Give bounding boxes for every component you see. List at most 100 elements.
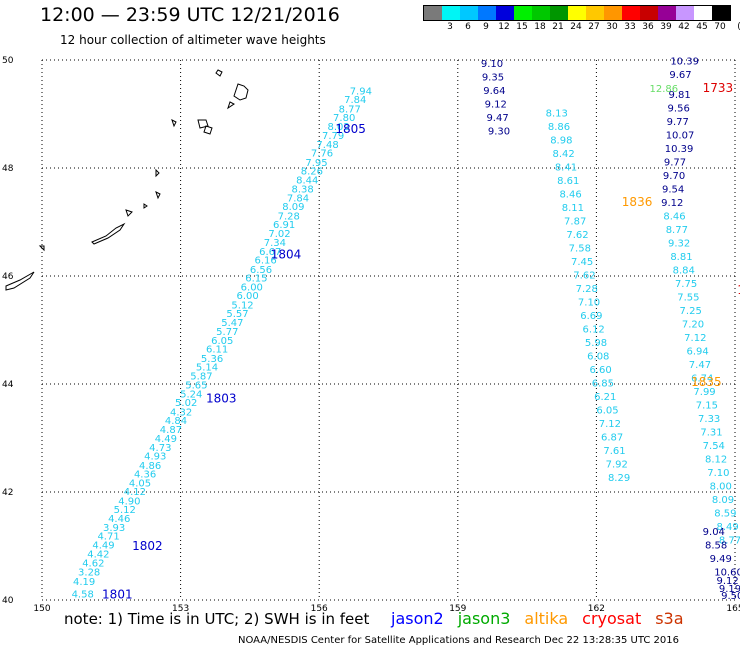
mission-s3a: s3a xyxy=(655,609,684,628)
wave-height-label: 7.75 xyxy=(675,279,697,290)
wave-height-marks: 4.584.193.284.624.424.494.713.934.465.12… xyxy=(72,56,740,602)
wave-height-label: 9.12 xyxy=(485,100,507,111)
legend-tick-label: 42 xyxy=(678,22,690,32)
wave-height-label: 8.58 xyxy=(705,541,727,552)
wave-height-label: 8.77 xyxy=(719,535,740,546)
legend-swatch xyxy=(532,6,550,20)
wave-height-label: 6.00 xyxy=(237,291,259,302)
legend-swatch xyxy=(442,6,460,20)
color-legend xyxy=(423,5,731,21)
wave-height-label: 8.29 xyxy=(608,473,630,484)
legend-swatch xyxy=(712,6,730,20)
lat-tick-label: 44 xyxy=(2,380,14,390)
wave-height-label: 8.61 xyxy=(557,176,579,187)
wave-height-label: 9.50 xyxy=(721,591,740,602)
wave-height-label: 4.05 xyxy=(129,479,151,490)
wave-height-label: 6.56 xyxy=(250,265,272,276)
wave-height-label: 6.05 xyxy=(211,336,233,347)
legend-swatch xyxy=(622,6,640,20)
wave-height-label: 8.77 xyxy=(666,225,688,236)
wave-height-label: 7.58 xyxy=(569,244,591,255)
wave-height-label: 10.07 xyxy=(666,130,695,141)
wave-height-label: 9.70 xyxy=(663,171,685,182)
pass-time-label: 1801 xyxy=(102,587,133,601)
wave-height-label: 6.11 xyxy=(206,345,228,356)
legend-tick-label: 39 xyxy=(660,22,672,32)
pass-time-label: 1802 xyxy=(132,539,163,553)
wave-height-label: 7.10 xyxy=(707,468,729,479)
wave-height-label: 7.61 xyxy=(603,446,625,457)
wave-height-label: 6.67 xyxy=(259,247,281,258)
wave-height-label: 3.28 xyxy=(78,568,100,579)
wave-height-label: 8.81 xyxy=(670,252,692,263)
wave-height-label: 7.62 xyxy=(566,230,588,241)
wave-height-label: 4.73 xyxy=(149,443,171,454)
legend-tick-label: 6 xyxy=(465,22,471,32)
wave-height-label: 7.48 xyxy=(316,140,338,151)
wave-height-label: 8.42 xyxy=(553,149,575,160)
wave-height-label: 5.57 xyxy=(226,309,248,320)
wave-height-label: 7.84 xyxy=(344,95,366,106)
wave-height-label: 4.90 xyxy=(118,496,140,507)
wave-height-label: 7.79 xyxy=(322,131,344,142)
pass-time-label: 1836 xyxy=(622,195,653,209)
pass-time-label: 1835 xyxy=(691,375,722,389)
wave-height-label: 6.94 xyxy=(686,346,708,357)
wave-height-label: 6.21 xyxy=(594,392,616,403)
axis-labels: 150 153 156 159 162 165 40 42 44 46 48 50 xyxy=(2,56,740,614)
wave-height-label: 7.34 xyxy=(264,238,286,249)
wave-height-label: 4.49 xyxy=(92,541,114,552)
wave-height-label: 8.26 xyxy=(301,166,323,177)
mission-altika: altika xyxy=(524,609,569,628)
wave-height-label: 7.31 xyxy=(700,427,722,438)
wave-height-label: 9.30 xyxy=(488,127,510,138)
wave-height-label: 8.49 xyxy=(717,522,739,533)
wave-height-label: 7.25 xyxy=(680,306,702,317)
lon-tick-label: 159 xyxy=(449,604,466,614)
wave-height-label: 4.58 xyxy=(72,589,94,600)
wave-height-label: 7.47 xyxy=(689,360,711,371)
legend-tick-label: 12 xyxy=(498,22,510,32)
wave-height-label: 7.76 xyxy=(311,149,333,160)
wave-height-label: 4.49 xyxy=(155,434,177,445)
wave-height-label: 5.98 xyxy=(585,338,607,349)
wave-height-label: 9.32 xyxy=(668,238,690,249)
wave-height-label: 6.60 xyxy=(589,365,611,376)
wave-height-label: 4.87 xyxy=(160,425,182,436)
wave-height-label: 10.39 xyxy=(665,144,694,155)
lon-tick-label: 150 xyxy=(33,604,50,614)
legend-tick-label: 70 xyxy=(714,22,726,32)
wave-height-label: 4.84 xyxy=(165,416,187,427)
wave-height-label: 9.67 xyxy=(669,70,691,81)
pass-time-label: 1803 xyxy=(206,391,237,405)
wave-height-label: 6.74 xyxy=(691,373,713,384)
mission-legend: jason2 jason3 altika cryosat s3a xyxy=(391,609,698,628)
wave-height-label: 7.28 xyxy=(576,284,598,295)
wave-height-label: 5.14 xyxy=(196,363,218,374)
wave-height-label: 12.86 xyxy=(650,84,679,95)
wave-height-label: 10.39 xyxy=(670,56,699,67)
legend-swatch xyxy=(550,6,568,20)
lat-lon-grid xyxy=(41,59,736,601)
wave-height-label: 8.86 xyxy=(548,122,570,133)
wave-height-label: 9.35 xyxy=(482,73,504,84)
wave-height-label: 5.36 xyxy=(201,354,223,365)
wave-height-label: 9.04 xyxy=(703,527,725,538)
wave-height-label: 7.80 xyxy=(333,113,355,124)
wave-height-label: 8.38 xyxy=(291,184,313,195)
wave-height-label: 6.05 xyxy=(596,406,618,417)
wave-height-label: 8.84 xyxy=(673,265,695,276)
wave-height-label: 7.10 xyxy=(578,298,600,309)
wave-height-label: 5.12 xyxy=(114,505,136,516)
wave-height-label: 9.56 xyxy=(668,103,690,114)
wave-height-label: 7.99 xyxy=(693,387,715,398)
wave-height-label: 9.19 xyxy=(719,584,740,595)
wave-height-label: 6.15 xyxy=(245,273,267,284)
wave-height-label: 4.46 xyxy=(108,514,130,525)
wave-height-label: 9.47 xyxy=(486,113,508,124)
lon-tick-label: 153 xyxy=(172,604,189,614)
wave-height-label: 8.13 xyxy=(546,109,568,120)
pass-time-label: 1805 xyxy=(335,122,366,136)
mission-jason2: jason2 xyxy=(391,609,444,628)
wave-height-label: 9.10 xyxy=(481,59,503,70)
